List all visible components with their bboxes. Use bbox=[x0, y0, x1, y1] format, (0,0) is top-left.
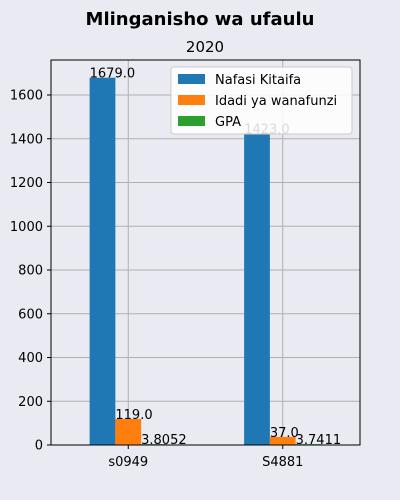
y-tick-label: 1200 bbox=[10, 176, 43, 191]
legend-label: Idadi ya wanafunzi bbox=[215, 94, 337, 109]
legend-box bbox=[170, 66, 353, 135]
plot-area: 0 200 400 600 800 1000 1200 1400 1600 s0949 S4881 1… bbox=[10, 59, 361, 470]
y-tick-label: 1600 bbox=[10, 89, 43, 104]
data-label: 1679.0 bbox=[90, 67, 136, 82]
y-tick-label: 200 bbox=[18, 395, 43, 410]
y-tick-label: 600 bbox=[18, 307, 43, 322]
x-tick-label: s0949 bbox=[108, 455, 148, 470]
y-tick-label: 0 bbox=[35, 439, 43, 454]
data-label: 3.8052 bbox=[141, 433, 187, 448]
chart-subtitle: 2020 bbox=[186, 38, 224, 56]
data-label: 3.7411 bbox=[296, 433, 342, 448]
y-tick-label: 1000 bbox=[10, 220, 43, 235]
bar bbox=[269, 436, 296, 445]
legend-label: Nafasi Kitaifa bbox=[215, 73, 301, 88]
legend-swatch bbox=[178, 116, 205, 126]
chart-title: Mlinganisho wa ufaulu bbox=[86, 9, 315, 30]
y-tick-label: 800 bbox=[18, 264, 43, 279]
y-tick-label: 1400 bbox=[10, 132, 43, 147]
bar bbox=[244, 133, 270, 445]
y-tick-label: 400 bbox=[18, 351, 43, 366]
legend-swatch bbox=[178, 95, 205, 105]
bar bbox=[115, 418, 142, 445]
bar bbox=[89, 77, 116, 445]
axes-frame bbox=[50, 59, 361, 446]
legend-label: GPA bbox=[215, 115, 241, 130]
data-label: 37.0 bbox=[270, 426, 299, 441]
data-label: 119.0 bbox=[115, 408, 152, 423]
legend-swatch bbox=[178, 74, 205, 84]
x-tick-label: S4881 bbox=[262, 455, 303, 470]
